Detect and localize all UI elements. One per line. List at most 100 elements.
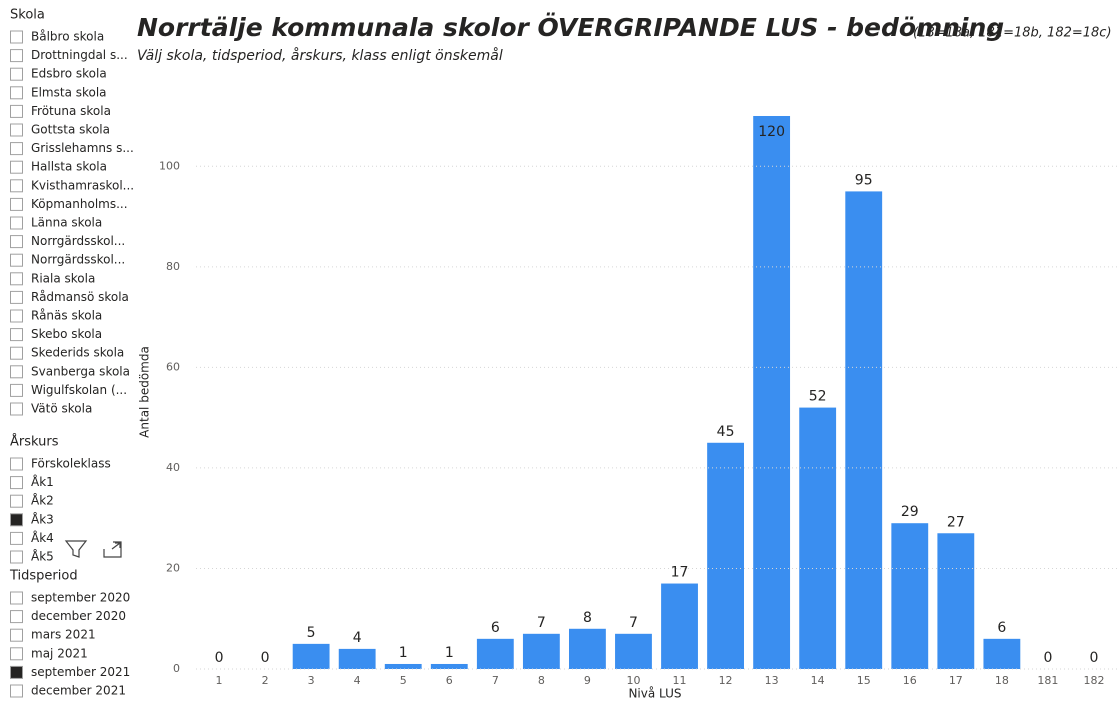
bar xyxy=(384,663,422,669)
slicer-item[interactable]: Åk4 xyxy=(31,530,54,545)
slicer-item[interactable]: Norrgärdsskol... xyxy=(31,234,125,248)
slicer-item[interactable]: Förskoleklass xyxy=(31,457,111,471)
slicer-title: Årskurs xyxy=(10,434,59,450)
checkbox[interactable] xyxy=(10,457,23,471)
checkbox[interactable] xyxy=(10,67,23,81)
checkbox[interactable] xyxy=(10,550,23,564)
x-tick-label: 9 xyxy=(584,674,591,687)
checkbox[interactable] xyxy=(10,610,23,624)
x-tick-label: 3 xyxy=(308,674,315,687)
checkbox[interactable] xyxy=(10,197,23,211)
x-tick-label: 13 xyxy=(765,674,779,687)
slicer-item[interactable]: mars 2021 xyxy=(31,628,96,642)
checkbox[interactable] xyxy=(10,346,23,360)
slicer-item[interactable]: Åk1 xyxy=(31,474,54,489)
x-tick-label: 17 xyxy=(949,674,963,687)
slicer-item[interactable]: december 2020 xyxy=(31,609,126,623)
y-tick-label: 80 xyxy=(166,260,180,273)
x-tick-label: 15 xyxy=(857,674,871,687)
slicer-item[interactable]: maj 2021 xyxy=(31,646,88,660)
checkbox[interactable] xyxy=(10,49,23,63)
slicer-item[interactable]: Drottningdal s... xyxy=(31,48,128,62)
checkbox[interactable] xyxy=(10,86,23,100)
bar xyxy=(476,638,514,669)
x-tick-label: 16 xyxy=(903,674,917,687)
checkbox[interactable] xyxy=(10,513,23,527)
checkbox[interactable] xyxy=(10,272,23,286)
data-label: 6 xyxy=(491,620,500,636)
checkbox[interactable] xyxy=(10,476,23,490)
bar xyxy=(983,638,1021,669)
slicer-item[interactable]: september 2021 xyxy=(31,665,130,679)
slicer-item[interactable]: Åk2 xyxy=(31,493,54,508)
checkbox[interactable] xyxy=(10,30,23,44)
slicer-item[interactable]: Kvisthamraskol... xyxy=(31,178,134,192)
checkbox[interactable] xyxy=(10,235,23,249)
x-tick-label: 4 xyxy=(354,674,361,687)
checkbox[interactable] xyxy=(10,142,23,156)
checkbox[interactable] xyxy=(10,665,23,679)
slicer-item[interactable]: Frötuna skola xyxy=(31,104,111,118)
slicer-item[interactable]: Vätö skola xyxy=(31,402,92,416)
slicer-item[interactable]: Gottsta skola xyxy=(31,123,110,137)
slicer-item[interactable]: Köpmanholms... xyxy=(31,197,128,211)
y-tick-label: 100 xyxy=(159,159,180,172)
checkbox[interactable] xyxy=(10,647,23,661)
slicer-item[interactable]: Grisslehamns s... xyxy=(31,141,134,155)
data-label: 7 xyxy=(629,615,638,631)
checkbox[interactable] xyxy=(10,160,23,174)
slicer-item[interactable]: Wigulfskolan (... xyxy=(31,383,127,397)
focus-icon[interactable] xyxy=(103,541,122,558)
slicer-item[interactable]: Skederids skola xyxy=(31,346,124,360)
slicer-item[interactable]: Norrgärdsskol... xyxy=(31,253,125,267)
slicer-item[interactable]: december 2021 xyxy=(31,684,126,698)
x-tick-label: 5 xyxy=(400,674,407,687)
checkbox[interactable] xyxy=(10,591,23,605)
checkbox[interactable] xyxy=(10,402,23,416)
slicer-item[interactable]: Rådmansö skola xyxy=(31,290,129,304)
checkbox[interactable] xyxy=(10,494,23,508)
slicer-item[interactable]: Länna skola xyxy=(31,216,102,230)
checkbox[interactable] xyxy=(10,104,23,118)
checkbox[interactable] xyxy=(10,628,23,642)
bar xyxy=(430,663,468,669)
slicer-item[interactable]: Bålbro skola xyxy=(31,30,104,44)
x-tick-label: 8 xyxy=(538,674,545,687)
checkbox[interactable] xyxy=(10,328,23,342)
x-tick-label: 12 xyxy=(719,674,733,687)
checkbox[interactable] xyxy=(10,684,23,698)
data-label: 0 xyxy=(215,650,224,666)
data-label: 120 xyxy=(758,124,785,140)
y-axis-label: Antal bedömda xyxy=(138,346,152,438)
bar xyxy=(292,643,330,669)
slicer-item[interactable]: Åk3 xyxy=(31,511,54,526)
data-label: 27 xyxy=(947,514,965,530)
x-tick-label: 6 xyxy=(446,674,453,687)
slicer-item[interactable]: Rånäs skola xyxy=(31,309,102,323)
x-tick-label: 1 xyxy=(216,674,223,687)
filter-icon[interactable] xyxy=(64,540,88,558)
slicer-item[interactable]: Edsbro skola xyxy=(31,67,107,81)
bar xyxy=(891,523,929,669)
checkbox[interactable] xyxy=(10,179,23,193)
slicer-item[interactable]: september 2020 xyxy=(31,591,130,605)
slicer-item[interactable]: Skebo skola xyxy=(31,327,102,341)
slicer-item[interactable]: Elmsta skola xyxy=(31,85,107,99)
checkbox[interactable] xyxy=(10,383,23,397)
data-label: 95 xyxy=(855,172,873,188)
data-label: 6 xyxy=(997,620,1006,636)
checkbox[interactable] xyxy=(10,290,23,304)
checkbox[interactable] xyxy=(10,365,23,379)
bar xyxy=(661,583,698,669)
slicer-item[interactable]: Hallsta skola xyxy=(31,160,107,174)
checkbox[interactable] xyxy=(10,253,23,267)
checkbox[interactable] xyxy=(10,531,23,545)
data-label: 52 xyxy=(809,389,827,405)
slicer-item[interactable]: Svanberga skola xyxy=(31,364,130,378)
checkbox[interactable] xyxy=(10,216,23,230)
checkbox[interactable] xyxy=(10,123,23,137)
slicer-item[interactable]: Åk5 xyxy=(31,549,54,564)
slicer-item[interactable]: Riala skola xyxy=(31,271,95,285)
checkbox[interactable] xyxy=(10,309,23,323)
